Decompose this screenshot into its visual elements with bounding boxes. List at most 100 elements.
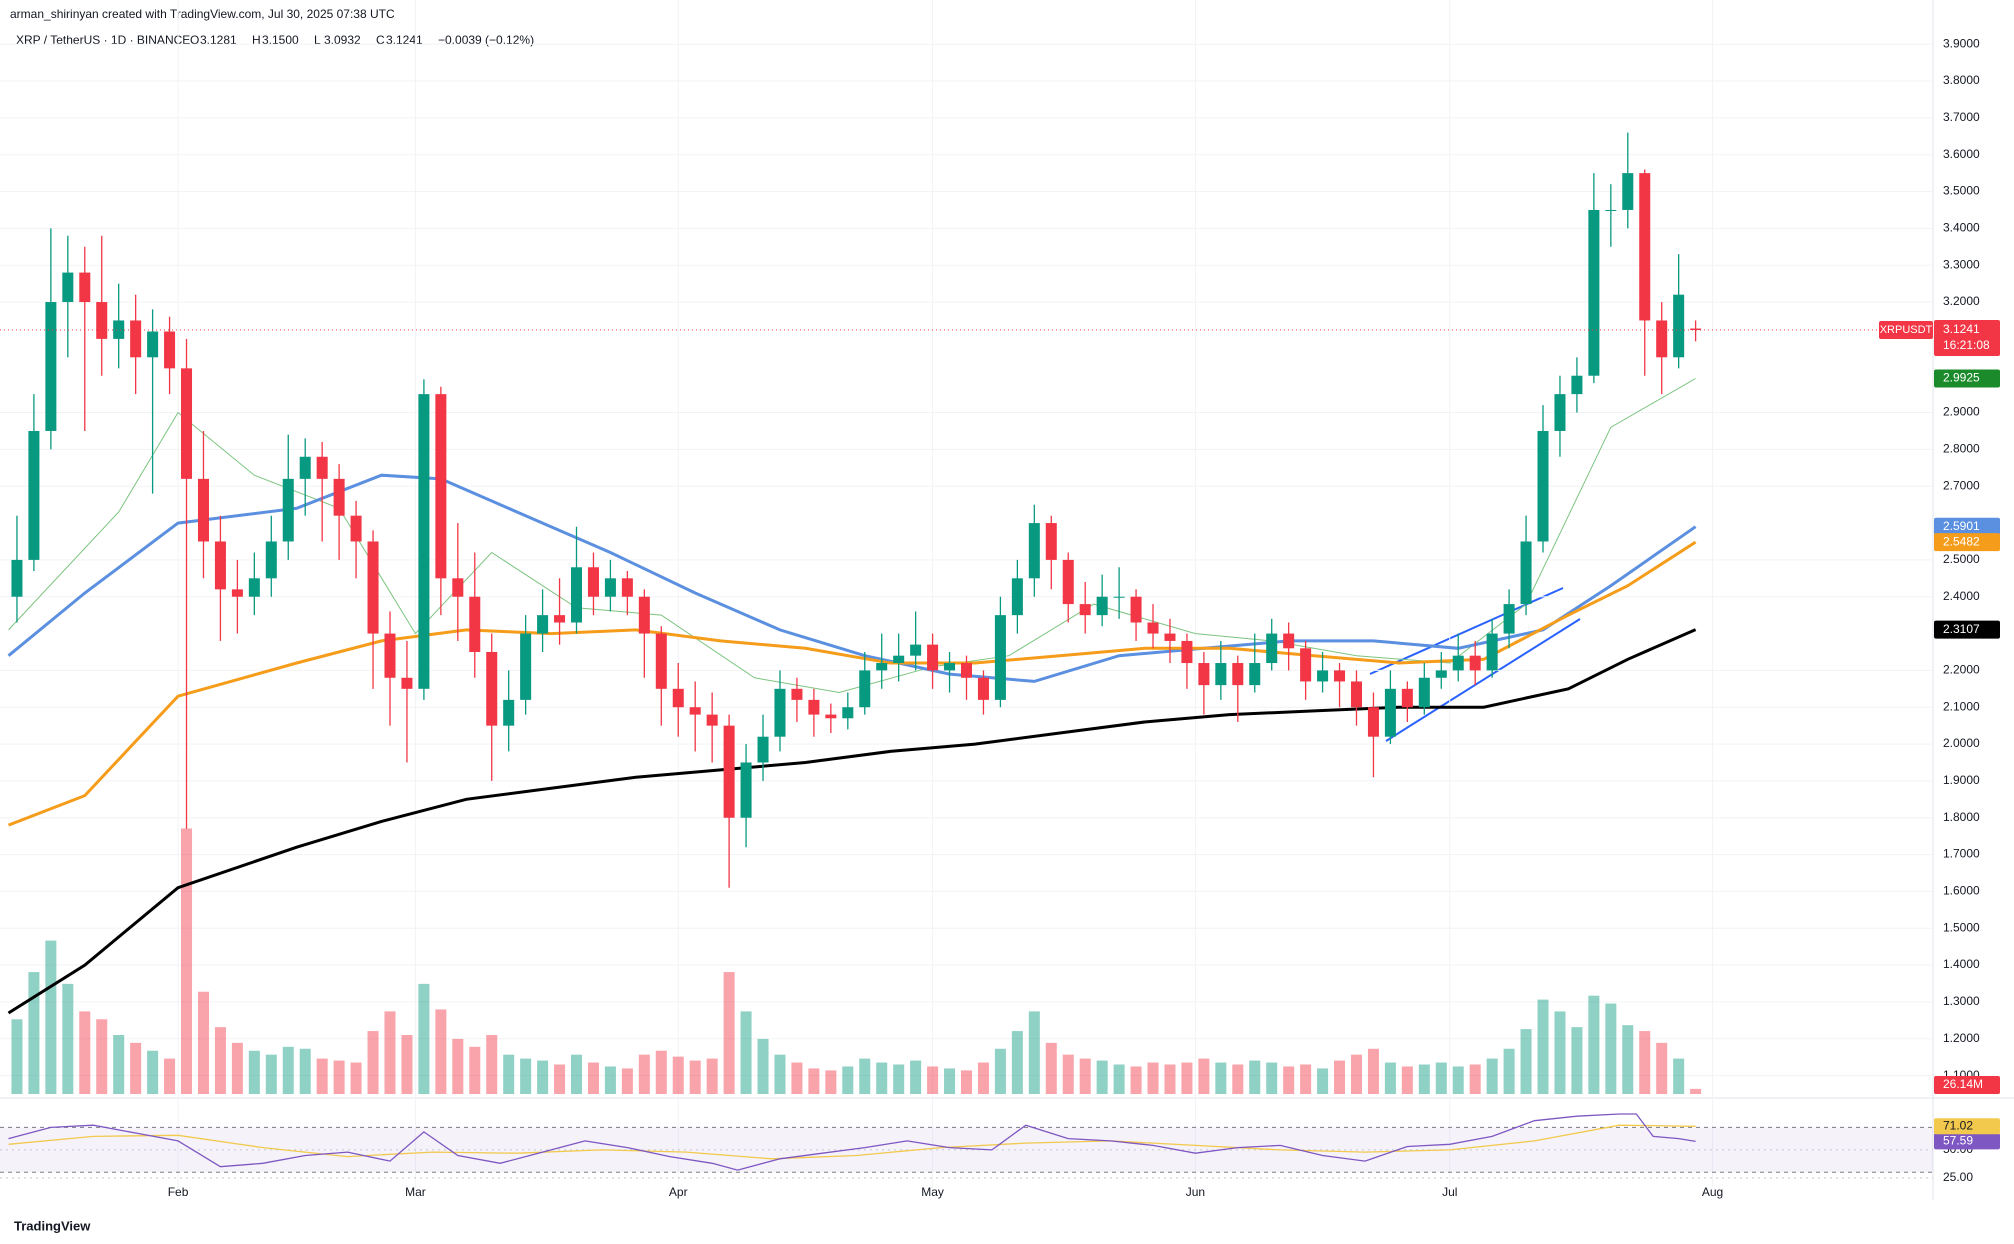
- volume-tag: 26.14M: [1943, 1077, 1983, 1091]
- candle-body: [113, 320, 125, 339]
- candle-body: [520, 633, 532, 700]
- volume-bar: [299, 1048, 311, 1094]
- volume-bar: [1673, 1058, 1685, 1094]
- moving-average: [8, 378, 1696, 694]
- candle-body: [1249, 663, 1261, 686]
- ohlc-key: L: [314, 33, 321, 47]
- y-tick-label: 1.6000: [1943, 884, 1980, 898]
- candle-body: [1605, 209, 1617, 211]
- candle-body: [1283, 633, 1295, 649]
- volume-bar: [893, 1064, 905, 1094]
- candle-body: [740, 762, 752, 818]
- volume-bar: [740, 1011, 752, 1094]
- volume-bar: [520, 1058, 532, 1094]
- volume-bar: [1181, 1062, 1193, 1094]
- x-tick-label: Mar: [405, 1185, 426, 1199]
- candle-body: [401, 677, 413, 689]
- candle-body: [927, 644, 939, 671]
- volume-bar: [1520, 1029, 1532, 1094]
- volume-bar: [944, 1068, 956, 1094]
- volume-bar: [130, 1042, 142, 1094]
- volume-bar: [164, 1058, 176, 1094]
- symbol: XRP / TetherUS · 1D · BINANCE: [16, 33, 190, 47]
- volume-bar: [1266, 1062, 1278, 1094]
- candle-body: [1045, 523, 1057, 560]
- rsi-tick-label: 25.00: [1943, 1170, 1973, 1184]
- rsi-line: [8, 1124, 1696, 1160]
- candle-body: [960, 663, 973, 678]
- ohlc-key: H: [252, 33, 261, 47]
- ohlc-value: 3.1281: [200, 33, 237, 47]
- y-tick-label: 2.8000: [1943, 442, 1980, 456]
- y-tick-label: 2.7000: [1943, 478, 1980, 492]
- candle-body: [1418, 677, 1430, 708]
- candle-body: [62, 272, 74, 303]
- candle-body: [1147, 622, 1159, 634]
- candle-body: [265, 541, 277, 579]
- volume-bar: [503, 1054, 515, 1094]
- candle-body: [1673, 294, 1685, 358]
- candle-body: [587, 567, 599, 597]
- ma-tag-bg: [1934, 533, 2000, 552]
- ohlc-key: C: [376, 33, 385, 47]
- volume-bar: [1384, 1062, 1396, 1094]
- ohlc-value: 3.1241: [386, 33, 423, 47]
- volume-bar: [1096, 1060, 1108, 1094]
- volume-bar: [723, 972, 735, 1094]
- volume-bar: [62, 983, 74, 1094]
- rsi-line: [8, 1113, 1696, 1171]
- volume-bar: [1062, 1054, 1074, 1094]
- volume-bar: [231, 1042, 243, 1094]
- y-tick-label: 1.3000: [1943, 994, 1980, 1008]
- volume-bar: [1486, 1058, 1498, 1094]
- candle-body: [842, 707, 854, 719]
- candle-body: [604, 578, 616, 597]
- candle-body: [1503, 604, 1515, 634]
- candle-body: [1401, 688, 1413, 708]
- candle-body: [197, 478, 209, 542]
- volume-bar: [927, 1066, 939, 1094]
- candle-body: [1350, 681, 1363, 708]
- volume-bar: [1198, 1058, 1210, 1094]
- ohlc-key: O: [190, 33, 199, 47]
- rsi-tag-bg: [1934, 1133, 2000, 1150]
- candle-body: [1334, 670, 1346, 682]
- volume-bar: [181, 828, 193, 1094]
- volume-bar: [1249, 1060, 1261, 1094]
- candle-body: [1656, 320, 1668, 358]
- volume-bar: [1554, 1011, 1566, 1094]
- volume-bar: [1469, 1064, 1481, 1094]
- moving-average: [7, 540, 1697, 827]
- x-tick-label: Jul: [1442, 1185, 1457, 1199]
- volume-bar: [367, 1031, 379, 1094]
- volume-bar: [469, 1046, 481, 1094]
- volume-bar: [1300, 1064, 1312, 1094]
- countdown: 16:21:08: [1943, 338, 1990, 352]
- volume-bar: [859, 1058, 871, 1094]
- candle-body: [672, 688, 684, 708]
- candle-body: [503, 699, 515, 726]
- candle-body: [706, 714, 718, 726]
- x-tick-label: Aug: [1702, 1185, 1723, 1199]
- symbol-tag: XRPUSDT: [1880, 324, 1933, 336]
- y-tick-label: 3.5000: [1943, 184, 1980, 198]
- volume-bar: [1690, 1088, 1702, 1094]
- candle-body: [1215, 663, 1227, 686]
- volume-bar: [1605, 1003, 1617, 1094]
- candle-body: [214, 541, 226, 590]
- volume-bar: [1011, 1031, 1023, 1094]
- volume-bar: [537, 1060, 549, 1094]
- candle-body: [1690, 328, 1702, 331]
- volume-bar: [401, 1035, 413, 1094]
- volume-bar: [316, 1058, 328, 1094]
- candle-body: [808, 699, 820, 715]
- candle-body: [1096, 596, 1108, 616]
- volume-bar: [282, 1046, 294, 1094]
- x-tick-label: Jun: [1186, 1185, 1205, 1199]
- y-tick-label: 2.5000: [1943, 552, 1980, 566]
- y-tick-label: 2.9000: [1943, 405, 1980, 419]
- volume-bar: [1639, 1031, 1651, 1094]
- y-tick-label: 1.7000: [1943, 847, 1980, 861]
- candle-body: [621, 578, 633, 597]
- y-tick-label: 3.6000: [1943, 147, 1980, 161]
